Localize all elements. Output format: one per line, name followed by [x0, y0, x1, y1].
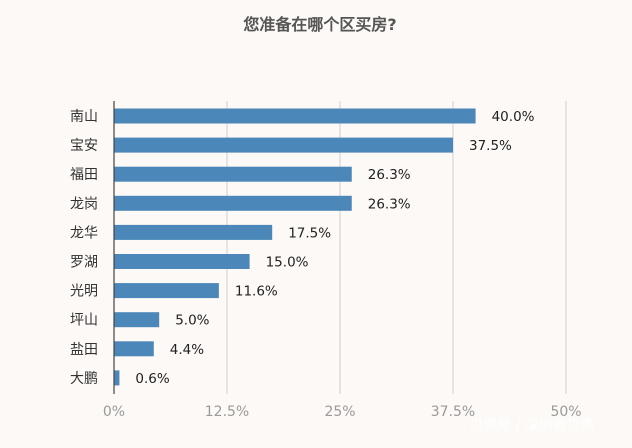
bar — [114, 137, 453, 153]
category-label: 坪山 — [70, 313, 98, 329]
bar — [114, 341, 154, 357]
data-label: 4.4% — [170, 342, 204, 358]
category-label: 龙华 — [70, 225, 98, 241]
bars — [114, 108, 476, 386]
bar — [114, 312, 160, 328]
category-label: 福田 — [70, 167, 98, 183]
category-label: 大鹏 — [70, 371, 98, 387]
data-label: 26.3% — [368, 167, 411, 183]
data-label: 15.0% — [266, 255, 309, 271]
category-label: 南山 — [70, 109, 98, 125]
category-label: 盐田 — [70, 342, 98, 358]
bar — [114, 195, 352, 211]
x-tick-label: 0% — [103, 404, 125, 420]
category-label: 光明 — [70, 284, 98, 300]
labels: 0% 12.5% 25% 37.5% 50% 南山 40.0% 宝安 37.5% 福田 26.3% 龙… — [70, 109, 582, 420]
category-label: 宝安 — [70, 138, 98, 154]
x-tick-label: 25% — [324, 404, 355, 420]
category-label: 罗湖 — [70, 255, 98, 271]
x-tick-label: 50% — [550, 404, 581, 420]
chart-title: 您准备在哪个区买房? — [243, 15, 396, 34]
data-label: 17.5% — [288, 225, 331, 241]
data-label: 37.5% — [469, 138, 512, 154]
bar — [114, 108, 476, 124]
bar — [114, 254, 250, 269]
x-tick-label: 12.5% — [205, 404, 249, 420]
data-label: 0.6% — [135, 371, 169, 387]
data-label: 40.0% — [492, 109, 535, 125]
watermark: 贝壳号 / 深圳有贝壳 — [469, 417, 595, 434]
bar — [114, 370, 120, 386]
data-label: 5.0% — [175, 313, 209, 329]
category-label: 龙岗 — [70, 196, 98, 212]
bar — [114, 224, 273, 240]
x-tick-label: 37.5% — [431, 404, 475, 420]
data-label: 11.6% — [235, 284, 278, 300]
data-label: 26.3% — [368, 196, 411, 212]
bar — [114, 166, 352, 182]
bar — [114, 283, 219, 299]
